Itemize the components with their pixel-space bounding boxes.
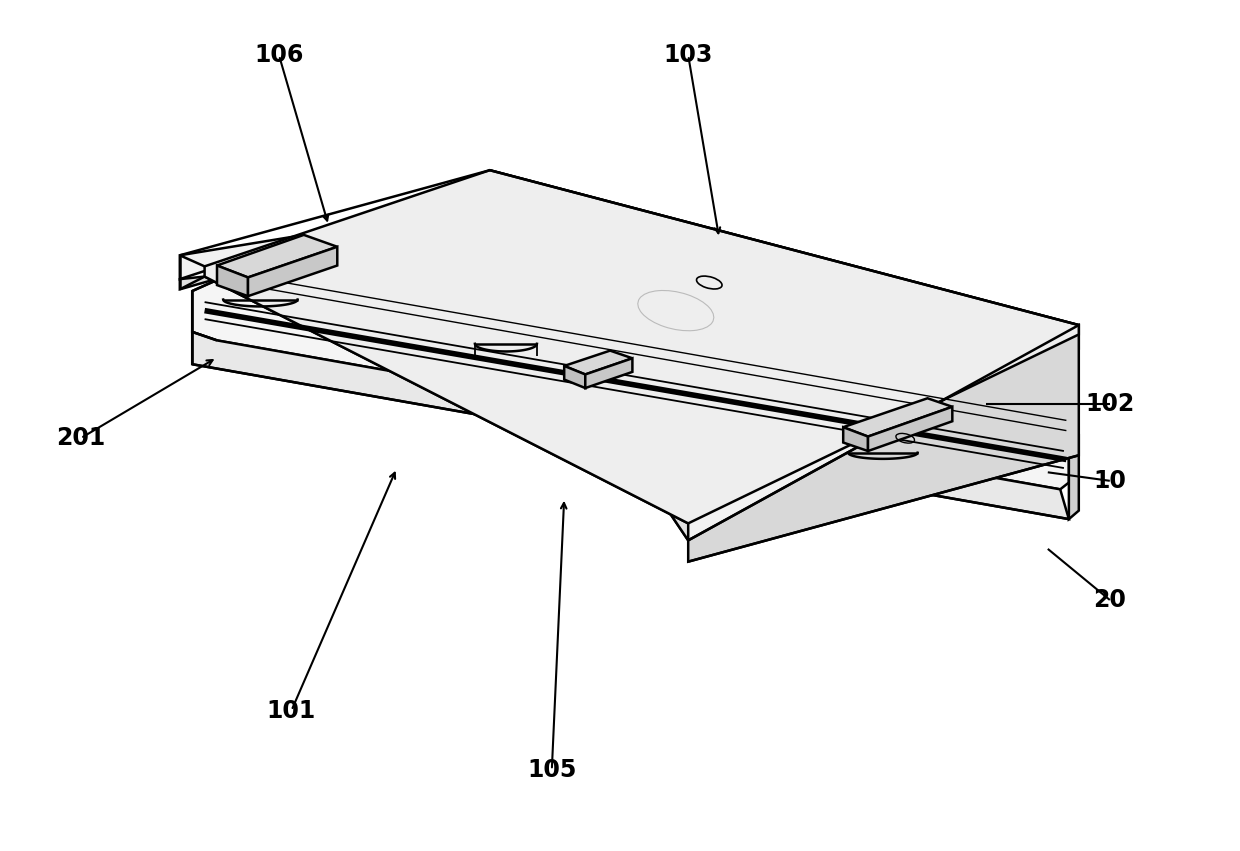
Polygon shape: [205, 170, 1079, 523]
Text: 201: 201: [56, 426, 105, 450]
Text: 20: 20: [1094, 588, 1126, 612]
Polygon shape: [180, 170, 1079, 540]
Polygon shape: [192, 332, 1069, 519]
Polygon shape: [180, 208, 688, 540]
Polygon shape: [843, 427, 868, 451]
Polygon shape: [564, 366, 585, 388]
Polygon shape: [868, 407, 952, 451]
Polygon shape: [843, 398, 952, 437]
Polygon shape: [1069, 434, 1079, 519]
Polygon shape: [192, 280, 1069, 489]
Polygon shape: [688, 325, 1079, 562]
Text: 101: 101: [267, 699, 316, 722]
Text: 106: 106: [254, 43, 304, 67]
Polygon shape: [248, 247, 337, 296]
Text: 105: 105: [527, 758, 577, 782]
Text: 103: 103: [663, 43, 713, 67]
Polygon shape: [217, 235, 337, 277]
Polygon shape: [217, 266, 248, 296]
Text: 10: 10: [1094, 469, 1126, 493]
Text: 102: 102: [1085, 392, 1135, 416]
Polygon shape: [564, 351, 632, 374]
Polygon shape: [585, 358, 632, 388]
